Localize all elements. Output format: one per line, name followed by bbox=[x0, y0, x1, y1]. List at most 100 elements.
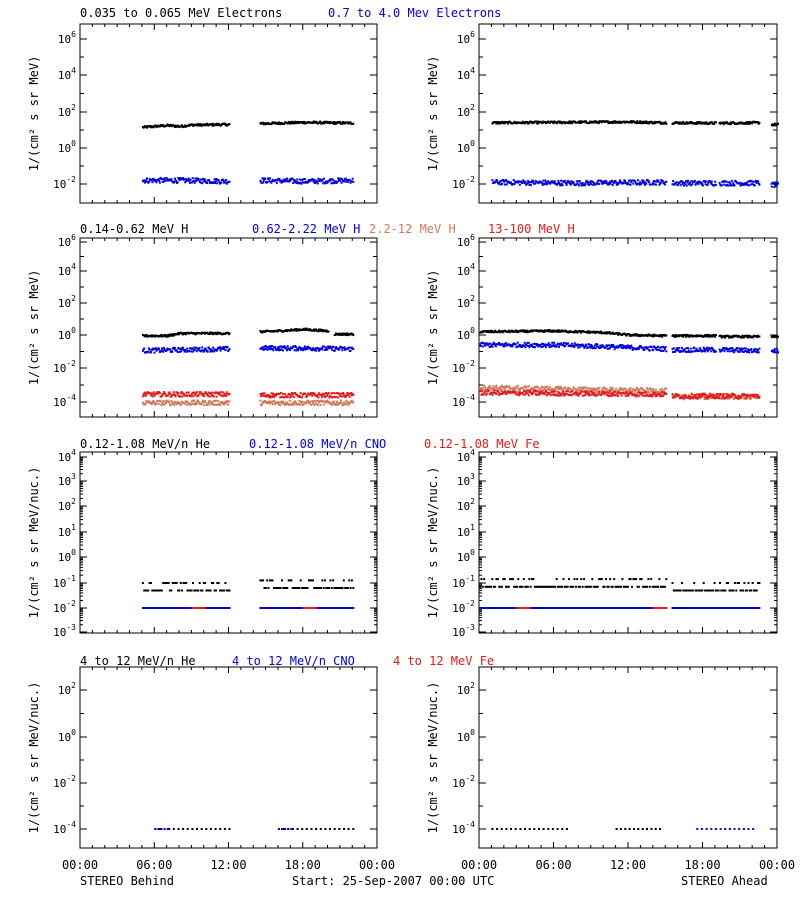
data-point bbox=[528, 346, 531, 349]
data-point bbox=[622, 391, 625, 394]
data-point bbox=[298, 329, 301, 332]
data-point bbox=[586, 391, 589, 394]
data-point bbox=[651, 334, 654, 337]
data-point bbox=[752, 336, 755, 339]
data-point bbox=[524, 390, 527, 393]
data-point bbox=[223, 181, 225, 184]
data-point bbox=[227, 349, 230, 352]
data-point bbox=[501, 331, 504, 334]
y-axis-label: 1/(cm² s sr MeV) bbox=[426, 56, 440, 172]
data-point bbox=[317, 607, 320, 609]
data-point bbox=[144, 402, 147, 405]
data-point bbox=[203, 607, 206, 609]
data-point bbox=[527, 341, 530, 344]
data-point bbox=[182, 348, 185, 351]
data-point bbox=[337, 607, 340, 609]
data-point bbox=[279, 348, 282, 351]
data-point bbox=[755, 179, 757, 182]
data-point bbox=[171, 180, 174, 183]
data-point bbox=[333, 121, 336, 124]
data-point bbox=[726, 350, 729, 353]
data-point bbox=[728, 123, 731, 126]
y-tick-label: 102 bbox=[58, 103, 76, 119]
data-point bbox=[521, 182, 524, 184]
data-point bbox=[151, 607, 154, 609]
data-point bbox=[227, 403, 230, 406]
data-point bbox=[683, 348, 686, 351]
data-point bbox=[524, 180, 527, 183]
data-point bbox=[336, 391, 339, 394]
data-point bbox=[202, 607, 205, 609]
data-point bbox=[213, 403, 216, 406]
data-point bbox=[308, 607, 311, 609]
data-point bbox=[610, 122, 613, 124]
data-point bbox=[260, 579, 263, 582]
data-point bbox=[318, 121, 321, 124]
data-point bbox=[645, 346, 648, 349]
data-point bbox=[189, 178, 192, 181]
data-point bbox=[292, 396, 295, 399]
data-point bbox=[687, 347, 690, 350]
data-point bbox=[165, 349, 168, 352]
data-point bbox=[523, 393, 526, 396]
data-point bbox=[695, 123, 698, 125]
data-point bbox=[197, 400, 200, 402]
data-point bbox=[703, 335, 706, 338]
data-point bbox=[173, 124, 176, 127]
data-point bbox=[708, 122, 711, 125]
data-point bbox=[289, 348, 292, 351]
data-point bbox=[322, 400, 325, 403]
data-point bbox=[322, 403, 325, 406]
data-point bbox=[563, 392, 566, 395]
data-point bbox=[558, 120, 561, 123]
series-0-62-2-22-mev-h bbox=[479, 341, 779, 354]
data-point bbox=[530, 181, 533, 184]
data-point bbox=[191, 399, 194, 402]
data-point bbox=[149, 392, 152, 395]
data-point bbox=[501, 392, 503, 395]
data-point bbox=[500, 389, 503, 392]
data-point bbox=[150, 403, 153, 406]
data-point bbox=[604, 181, 607, 184]
data-point bbox=[206, 403, 209, 406]
data-point bbox=[520, 180, 523, 183]
data-point bbox=[681, 394, 684, 397]
data-point bbox=[337, 333, 340, 336]
data-point bbox=[540, 181, 543, 184]
data-point bbox=[216, 607, 219, 609]
data-point bbox=[223, 607, 226, 609]
data-point bbox=[198, 582, 201, 584]
data-point bbox=[172, 391, 175, 394]
data-point bbox=[607, 183, 610, 186]
data-point bbox=[346, 607, 349, 609]
data-point bbox=[704, 183, 707, 186]
data-point bbox=[748, 184, 751, 187]
data-point bbox=[538, 393, 541, 396]
data-point bbox=[493, 331, 496, 334]
data-point bbox=[320, 180, 323, 183]
data-point bbox=[672, 180, 675, 182]
data-point bbox=[642, 179, 645, 182]
data-point bbox=[144, 395, 147, 397]
data-point bbox=[219, 349, 222, 352]
data-point bbox=[503, 342, 506, 345]
data-point bbox=[544, 388, 547, 391]
data-point bbox=[549, 392, 552, 395]
data-point bbox=[708, 397, 711, 400]
data-point bbox=[216, 403, 219, 406]
data-point bbox=[693, 179, 696, 182]
data-point bbox=[188, 394, 191, 397]
data-point bbox=[496, 179, 499, 182]
data-point bbox=[641, 392, 644, 394]
data-point bbox=[150, 179, 153, 181]
data-point bbox=[479, 343, 481, 346]
data-point bbox=[723, 334, 726, 337]
data-point bbox=[212, 333, 215, 336]
y-axis-label: 1/(cm² s sr MeV/nuc.) bbox=[426, 467, 440, 619]
data-point bbox=[770, 185, 773, 188]
data-point bbox=[305, 587, 308, 589]
data-point bbox=[558, 183, 561, 186]
data-point bbox=[514, 121, 517, 124]
data-point bbox=[650, 389, 653, 392]
